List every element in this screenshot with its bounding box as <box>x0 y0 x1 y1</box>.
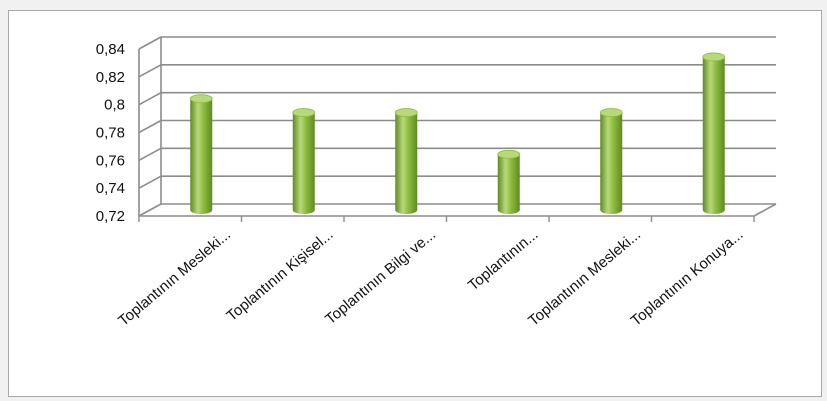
bar-cap <box>292 108 316 117</box>
bar-body <box>600 112 623 214</box>
bar <box>497 149 521 214</box>
y-tick-label: 0,74 <box>96 180 125 197</box>
bar <box>189 94 213 214</box>
bar <box>599 108 623 214</box>
y-tick-label: 0,84 <box>96 41 125 58</box>
gridline-depth <box>138 119 162 134</box>
bar-body <box>395 112 418 214</box>
gridline-depth <box>138 36 162 50</box>
bar <box>702 52 726 214</box>
bar <box>394 108 418 214</box>
gridline-depth <box>138 91 162 106</box>
x-category-label: Toplantının Bilgi ve... <box>322 226 439 328</box>
floor-edge <box>753 203 777 217</box>
bar-body <box>190 98 213 214</box>
y-tick-label: 0,76 <box>96 152 125 169</box>
bar-cap <box>599 108 623 117</box>
bar-cap <box>394 108 418 117</box>
bar-body <box>497 154 520 214</box>
x-category-label: Toplantının... <box>465 226 542 294</box>
gridline-depth <box>138 64 162 78</box>
chart-area: 0,72 0,74 0,76 0,78 0,8 0,82 0,84 Toplantının M… <box>8 10 822 397</box>
bar-body <box>702 56 725 214</box>
gridline-depth <box>138 175 162 189</box>
bar-cap <box>702 52 726 62</box>
x-category-label: Toplantının Kişisel... <box>223 226 336 325</box>
gridline-depth <box>138 203 162 217</box>
y-tick-label: 0,78 <box>96 125 125 142</box>
bar-body <box>292 112 315 214</box>
y-tick-label: 0,8 <box>104 97 125 114</box>
bar <box>292 108 316 214</box>
x-category-label: Toplantının Mesleki... <box>525 226 644 330</box>
x-category-label: Toplantının Mesleki... <box>115 226 234 330</box>
x-category-label: Toplantının Konuya... <box>628 226 747 330</box>
y-tick-label: 0,72 <box>96 208 125 225</box>
bar-cap <box>189 94 213 104</box>
bar-cap <box>497 149 521 159</box>
y-tick-label: 0,82 <box>96 69 125 86</box>
gridline-depth <box>138 147 162 162</box>
bar-chart: 0,72 0,74 0,76 0,78 0,8 0,82 0,84 Toplantının M… <box>96 36 777 330</box>
